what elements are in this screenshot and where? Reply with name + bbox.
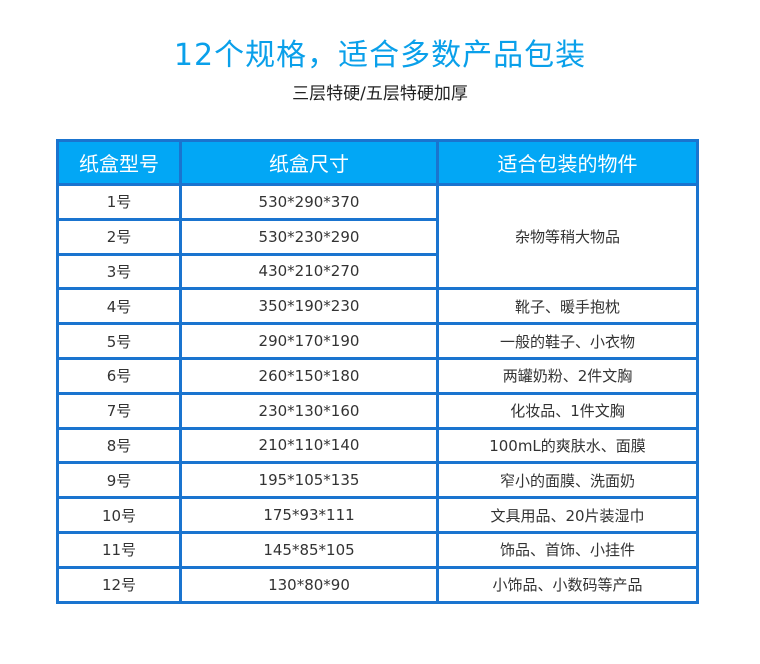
table-row: 6号 260*150*180 两罐奶粉、2件文胸 [56,356,699,395]
cell-items: 靴子、暖手抱枕 [436,287,699,326]
cell-size: 260*150*180 [179,356,439,395]
cell-model: 6号 [56,356,182,395]
cell-model: 7号 [56,391,182,430]
cell-model: 3号 [56,252,182,291]
table-row: 7号 230*130*160 化妆品、1件文胸 [56,391,699,430]
cell-model: 1号 [56,183,182,221]
table-row: 5号 290*170*190 一般的鞋子、小衣物 [56,322,699,360]
cell-model: 5号 [56,322,182,360]
cell-items: 两罐奶粉、2件文胸 [436,356,699,395]
cell-items: 窄小的面膜、洗面奶 [436,461,699,500]
table-row: 9号 195*105*135 窄小的面膜、洗面奶 [56,461,699,500]
table-row: 8号 210*110*140 100mL的爽肤水、面膜 [56,426,699,465]
cell-items: 一般的鞋子、小衣物 [436,322,699,360]
table-row: 10号 175*93*111 文具用品、20片装湿巾 [56,496,699,534]
cell-model: 9号 [56,461,182,500]
cell-size: 175*93*111 [179,496,439,534]
cell-size: 210*110*140 [179,426,439,465]
cell-model: 10号 [56,496,182,534]
cell-items: 杂物等稍大物品 [436,182,699,291]
cell-model: 12号 [56,565,182,604]
cell-model: 8号 [56,426,182,465]
cell-size: 195*105*135 [179,461,439,500]
cell-items: 文具用品、20片装湿巾 [436,496,699,534]
page-subtitle: 三层特硬/五层特硬加厚 [292,84,468,104]
cell-size: 530*290*370 [179,183,439,221]
table-header-row: 纸盒型号 纸盒尺寸 适合包装的物件 [56,139,699,186]
cell-items: 饰品、首饰、小挂件 [436,530,699,569]
table-row: 4号 350*190*230 靴子、暖手抱枕 [56,287,699,326]
cell-size: 230*130*160 [179,391,439,430]
header-items: 适合包装的物件 [436,139,699,186]
cell-size: 290*170*190 [179,322,439,360]
cell-size: 145*85*105 [179,530,439,569]
carton-size-table: 纸盒型号 纸盒尺寸 适合包装的物件 1号 530*290*370 杂物等稍大物品 2号… [56,139,699,604]
cell-size: 130*80*90 [179,565,439,604]
cell-size: 350*190*230 [179,287,439,326]
cell-items: 小饰品、小数码等产品 [436,565,699,604]
cell-size: 430*210*270 [179,252,439,291]
cell-items: 100mL的爽肤水、面膜 [436,426,699,465]
table-row: 11号 145*85*105 饰品、首饰、小挂件 [56,530,699,569]
cell-size: 530*230*290 [179,217,439,256]
cell-items: 化妆品、1件文胸 [436,391,699,430]
page-title: 12个规格，适合多数产品包装 [173,38,587,73]
header-model: 纸盒型号 [56,139,182,186]
cell-model: 4号 [56,287,182,326]
table-row: 12号 130*80*90 小饰品、小数码等产品 [56,565,699,604]
table-row: 1号 530*290*370 杂物等稍大物品 [56,182,699,291]
cell-model: 11号 [56,530,182,569]
table-row: 2号 530*230*290 [56,217,698,256]
cell-model: 2号 [56,217,182,256]
header-size: 纸盒尺寸 [179,139,439,186]
table-row: 3号 430*210*270 [56,252,698,291]
